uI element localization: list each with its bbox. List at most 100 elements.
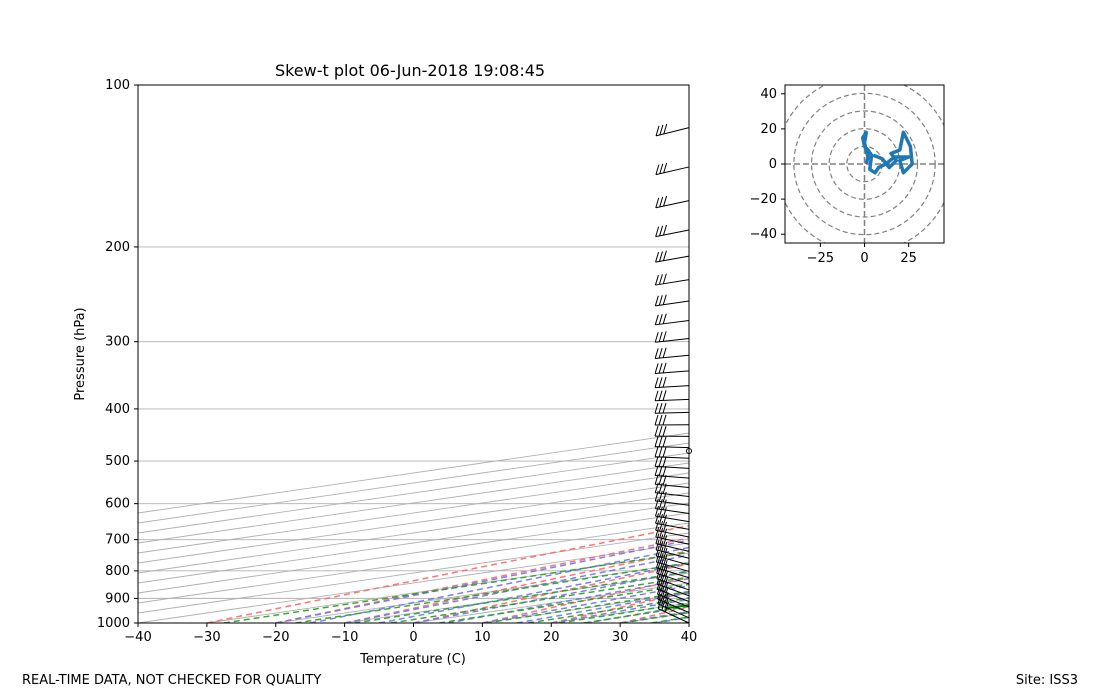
wind-barb-shaft	[655, 255, 690, 263]
moist-adiabat	[619, 610, 689, 623]
wind-barb-flag	[659, 196, 664, 208]
isotherm-line	[620, 612, 689, 623]
wind-barb-flag	[654, 332, 659, 343]
wind-barb-flag	[655, 526, 660, 538]
wind-barb-shaft	[655, 483, 690, 489]
wind-barb-shaft	[656, 572, 690, 585]
skewt-panel: −40 −30 −20 −10 0 10 20 30 40 100200300400500600…	[73, 61, 1100, 667]
y-tick-label: 800	[105, 564, 130, 579]
wind-barb-flag	[659, 124, 664, 136]
wind-barb-flag	[658, 331, 663, 342]
wind-barb-shaft	[654, 446, 690, 449]
isotherm-line	[482, 592, 689, 623]
x-tick-label: 10	[474, 630, 491, 645]
wind-barb-shaft	[657, 593, 690, 608]
wind-barb-shaft	[657, 603, 690, 619]
wind-barb-shaft	[656, 583, 690, 597]
wind-barb-shaft	[655, 370, 690, 375]
wind-barb-flag	[654, 363, 659, 374]
wind-barb-flag	[662, 390, 667, 401]
mixing-ratio-line	[650, 616, 689, 623]
wind-barb-flag	[662, 250, 667, 261]
dry-adiabat	[965, 85, 1100, 623]
skewt-y-axis: 100 200 300 400 500 600 700 800 900 1000	[97, 78, 138, 631]
mixing-ratio-line	[485, 590, 689, 623]
wind-barb-flag	[659, 225, 664, 236]
wind-barb-shaft	[657, 588, 690, 602]
wind-barb-flag	[663, 528, 668, 539]
wind-barb-flag	[655, 513, 660, 524]
y-tick-label: 500	[105, 454, 130, 469]
mixing-ratio-line	[438, 583, 689, 623]
isotherm-line	[138, 482, 689, 564]
wind-barb-flag	[658, 251, 663, 262]
wind-barb-flag	[662, 347, 667, 358]
wind-barb-flag	[662, 313, 667, 324]
wind-barb-flag	[663, 535, 668, 546]
wind-barb-flag	[662, 294, 667, 305]
wind-barb-flag	[658, 390, 663, 401]
y-tick-label: 200	[105, 240, 130, 255]
wind-barb-flag	[659, 513, 663, 525]
mixing-ratio-line	[527, 597, 689, 623]
wind-barb-shaft	[655, 536, 690, 545]
wind-barb-flag	[658, 377, 663, 388]
moist-adiabat	[310, 546, 689, 623]
dry-adiabat	[413, 563, 689, 623]
wind-barb-shaft	[655, 200, 690, 209]
hodograph-y-tick-label: 40	[760, 87, 777, 102]
wind-barb-shaft	[655, 475, 690, 479]
wind-barb-shaft	[654, 411, 690, 414]
wind-barb-flag	[655, 125, 660, 137]
wind-barb-shaft	[656, 561, 690, 572]
wind-barb-shaft	[655, 500, 690, 506]
y-tick-label: 700	[105, 533, 130, 548]
isotherm-line	[138, 472, 689, 554]
wind-barb-flag	[662, 362, 667, 374]
isotherm-line	[688, 622, 689, 623]
wind-barb-flag	[663, 541, 668, 553]
wind-barb-flag	[657, 584, 661, 595]
hodograph-wind-trace	[860, 130, 914, 175]
mixing-ratio-line	[295, 562, 689, 623]
moist-adiabat	[275, 539, 689, 623]
dry-adiabat	[344, 549, 689, 623]
wind-barb-shaft	[656, 578, 690, 591]
wind-barb-flag	[658, 314, 663, 325]
wind-barb-flag	[655, 226, 660, 237]
y-tick-label: 1000	[97, 616, 130, 631]
x-tick-label: 0	[409, 630, 417, 645]
wind-barb-flag	[655, 539, 660, 551]
wind-barb-flag	[654, 425, 659, 437]
wind-barb-shaft	[655, 465, 690, 469]
skewt-x-axis: −40 −30 −20 −10 0 10 20 30 40	[124, 623, 697, 645]
wind-barb-flag	[658, 402, 663, 414]
wind-barb-flag	[662, 465, 667, 477]
wind-barb-flag	[654, 377, 659, 388]
wind-barb-shaft	[655, 300, 690, 307]
hodograph-rings	[785, 85, 944, 243]
hodograph-y-tick-label: 0	[769, 157, 777, 172]
wind-barb-flag	[654, 274, 659, 286]
wind-barb-flag	[654, 436, 659, 447]
wind-barb-flag	[662, 456, 667, 467]
wind-barb-shaft	[655, 166, 690, 176]
mixing-ratio-line	[354, 570, 689, 623]
wind-barb-flag	[662, 376, 667, 388]
wind-barb-flag	[658, 363, 663, 374]
wind-barb-flag	[659, 540, 664, 552]
wind-barb-shaft	[655, 522, 690, 530]
dry-adiabat	[827, 85, 1100, 623]
quality-disclaimer: REAL-TIME DATA, NOT CHECKED FOR QUALITY	[22, 673, 322, 688]
skewt-plot-frame	[137, 84, 690, 624]
dry-adiabat	[482, 576, 689, 623]
wind-barb-shaft	[655, 320, 690, 326]
wind-barb-flag	[659, 520, 664, 532]
x-tick-label: −30	[193, 630, 220, 645]
wind-barb-flag	[660, 585, 665, 596]
dry-adiabat	[619, 606, 689, 623]
hodograph-y-tick-label: −20	[750, 192, 777, 207]
y-tick-label: 900	[105, 591, 130, 606]
wind-barb-flag	[654, 465, 659, 476]
